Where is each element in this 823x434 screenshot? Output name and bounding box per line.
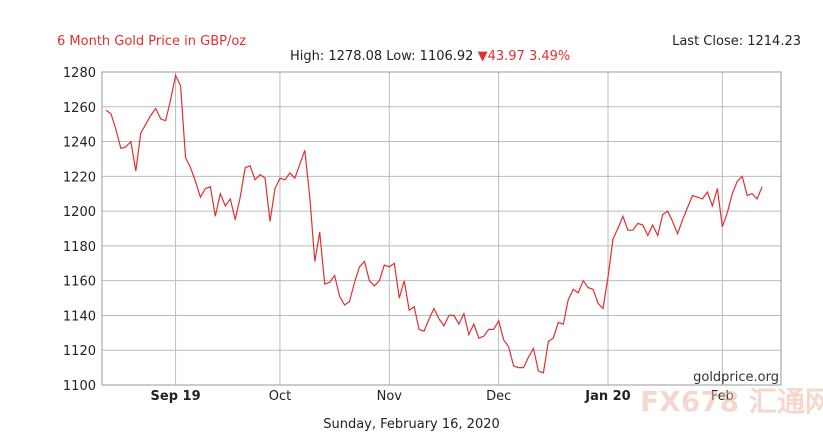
- x-tick-label: Jan 20: [584, 389, 630, 404]
- x-tick-label: Dec: [486, 389, 511, 404]
- y-tick-label: 1140: [63, 309, 96, 324]
- y-tick-label: 1200: [63, 205, 96, 220]
- x-tick-label: Nov: [377, 389, 403, 404]
- price-change-label: ▼43.97 3.49%: [477, 49, 571, 64]
- chart-title: 6 Month Gold Price in GBP/oz: [57, 34, 247, 49]
- y-tick-label: 1260: [63, 101, 96, 116]
- x-axis: Sep 19 Oct Nov Dec Jan 20 Feb: [151, 389, 734, 404]
- y-tick-label: 1120: [63, 344, 96, 359]
- high-low-label: High: 1278.08 Low: 1106.92: [290, 49, 474, 64]
- y-tick-label: 1100: [63, 379, 96, 394]
- y-tick-label: 1180: [63, 240, 96, 255]
- price-series-line: [105, 73, 763, 374]
- last-close-label: Last Close: 1214.23: [672, 34, 801, 49]
- source-label: goldprice.org: [693, 370, 779, 385]
- y-axis: 1100 1120 1140 1160 1180 1200 1220 1240 1260 1280: [63, 66, 96, 394]
- x-tick-label: Sep 19: [151, 389, 201, 404]
- footer-date: Sunday, February 16, 2020: [323, 417, 500, 432]
- x-tick-label: Oct: [269, 389, 291, 404]
- x-tick-label: Feb: [711, 389, 734, 404]
- watermark: FX678 汇通网: [640, 385, 823, 415]
- plot-frame: [101, 71, 782, 386]
- y-tick-label: 1160: [63, 275, 96, 290]
- gold-price-chart: 1100 1120 1140 1160 1180 1200 1220 1240 1260 1280…: [63, 66, 823, 415]
- y-tick-label: 1220: [63, 170, 96, 185]
- price-stats: High: 1278.08 Low: 1106.92 ▼43.97 3.49%: [290, 49, 570, 64]
- y-tick-label: 1280: [63, 66, 96, 81]
- y-tick-label: 1240: [63, 136, 96, 151]
